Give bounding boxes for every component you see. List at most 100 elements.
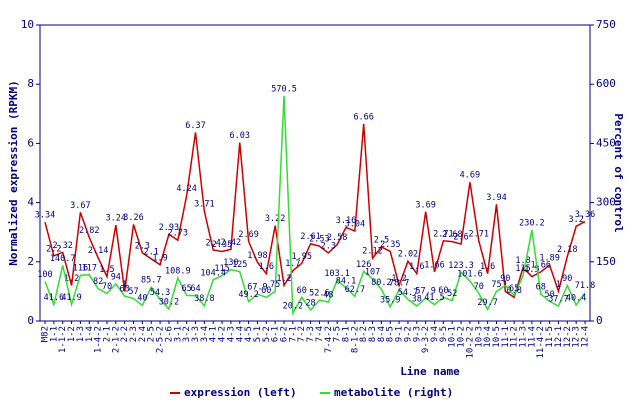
point-label: 130 — [223, 258, 238, 268]
x-tick-label: 1-4-2 — [94, 326, 104, 353]
x-tick-label: 1-2 — [67, 326, 77, 342]
y2-tick-label: 600 — [596, 77, 616, 90]
x-tick-label: 7-1 — [288, 326, 298, 342]
x-tick-label: 10-1 — [448, 326, 458, 348]
point-label: 52.6 — [309, 289, 329, 299]
x-tick-label: 9-4 — [430, 326, 440, 342]
point-label: 4.24 — [176, 184, 196, 194]
point-label: 60 — [297, 286, 307, 296]
point-label: 20.2 — [283, 302, 303, 312]
point-label: 3.94 — [486, 193, 506, 203]
point-label: 6.37 — [185, 121, 205, 131]
series-line — [44, 123, 586, 299]
point-label: 90 — [500, 274, 510, 284]
x-tick-label: 9-3 — [412, 326, 422, 342]
x-tick-label: 4-4 — [235, 326, 245, 342]
x-tick-label: 8-1-2 — [350, 326, 360, 353]
x-tick-label: 10-2 — [457, 326, 467, 348]
point-label: 1.6 — [259, 262, 274, 272]
point-label: 90 — [562, 274, 572, 284]
x-tick-label: 7-5 — [333, 326, 343, 342]
point-label: 100 — [37, 270, 52, 280]
point-label: 2.18 — [557, 245, 577, 255]
point-label: 60 — [261, 286, 271, 296]
point-label: 41.5 — [424, 293, 444, 303]
point-label: 2.53 — [309, 235, 329, 245]
point-label: 65 — [182, 284, 192, 294]
y2-tick-label: 750 — [596, 18, 616, 31]
point-label: 1.9 — [152, 253, 167, 263]
point-label: 2.61 — [300, 232, 320, 242]
point-label: 68 — [536, 283, 546, 293]
point-label: 49.2 — [238, 290, 258, 300]
point-label: 3.36 — [575, 210, 595, 220]
point-label: 6.03 — [230, 131, 250, 141]
point-label: 1.98 — [247, 251, 267, 261]
x-tick-label: 7-4-2 — [324, 326, 334, 353]
point-label: 62.7 — [345, 285, 365, 295]
x-tick-label: 8-2 — [359, 326, 369, 342]
point-label: 6.66 — [353, 112, 373, 122]
y2-tick-label: 300 — [596, 196, 616, 209]
point-label: 3.67 — [70, 201, 90, 211]
x-tick-label: 11-3 — [519, 326, 529, 348]
point-label: 2.73 — [168, 229, 188, 239]
point-label: 52 — [447, 289, 457, 299]
point-label: 3.34 — [35, 211, 55, 221]
point-label: 3.69 — [415, 200, 435, 210]
point-label: 41.9 — [61, 293, 81, 303]
point-label: 70 — [474, 282, 484, 292]
point-label: 2.68 — [442, 230, 462, 240]
x-tick-label: 10-4 — [483, 326, 493, 348]
point-label: 126 — [356, 260, 371, 270]
point-label: 2.69 — [238, 230, 258, 240]
point-label: 2.12 — [362, 247, 382, 257]
point-label: 84.1 — [336, 276, 356, 286]
point-label: 57.9 — [415, 287, 435, 297]
x-tick-label: 2-5 — [147, 326, 157, 342]
x-tick-label: 8-5 — [386, 326, 396, 342]
y-tick-label: 4 — [27, 196, 34, 209]
point-label: 1.2 — [391, 274, 406, 284]
y2-tick-label: 0 — [596, 314, 603, 327]
x-tick-label: 3-4 — [200, 326, 210, 342]
x-tick-label: 2-5-2 — [156, 326, 166, 353]
point-label: 1.2 — [64, 274, 79, 284]
point-label: 63 — [120, 285, 130, 295]
point-label: 67.9 — [247, 283, 267, 293]
point-label: 2.58 — [327, 233, 347, 243]
point-label: 2.3 — [135, 241, 150, 251]
x-tick-label: 12-4 — [581, 326, 591, 348]
point-label: 75 — [491, 280, 501, 290]
x-tick-label: 8-3 — [368, 326, 378, 342]
point-label: 570.5 — [271, 84, 297, 94]
y-tick-label: 6 — [27, 136, 34, 149]
x-tick-label: 8-1 — [341, 326, 351, 342]
y-tick-label: 8 — [27, 77, 34, 90]
point-label: 2.71 — [433, 229, 453, 239]
point-label: 115 — [214, 264, 229, 274]
point-label: 1.7 — [285, 259, 300, 269]
point-label: 230.2 — [519, 219, 545, 229]
point-label: 57 — [128, 287, 138, 297]
y2-axis-label: Percent of control — [612, 113, 625, 232]
point-label: 35.9 — [380, 295, 400, 305]
point-label: 30.2 — [159, 298, 179, 308]
point-label: 2.2 — [46, 244, 61, 254]
point-label: 2.82 — [79, 226, 99, 236]
x-tick-label: 1-4 — [85, 326, 95, 342]
point-label: 71.8 — [575, 281, 595, 291]
point-label: 3.26 — [123, 213, 143, 223]
x-tick-label: 3-2 — [182, 326, 192, 342]
point-label: 38 — [412, 295, 422, 305]
y2-tick-label: 450 — [596, 136, 616, 149]
point-label: 2.4 — [206, 238, 221, 248]
x-tick-label: 2-1-2 — [111, 326, 121, 353]
x-tick-label: 9-3-2 — [421, 326, 431, 353]
point-label: 37.7 — [548, 295, 568, 305]
point-label: 2.32 — [52, 241, 72, 251]
point-label: 54.3 — [150, 288, 170, 298]
x-tick-label: 3-1 — [173, 326, 183, 342]
x-tick-label: 1-3 — [76, 326, 86, 342]
point-label: 82 — [93, 277, 103, 287]
